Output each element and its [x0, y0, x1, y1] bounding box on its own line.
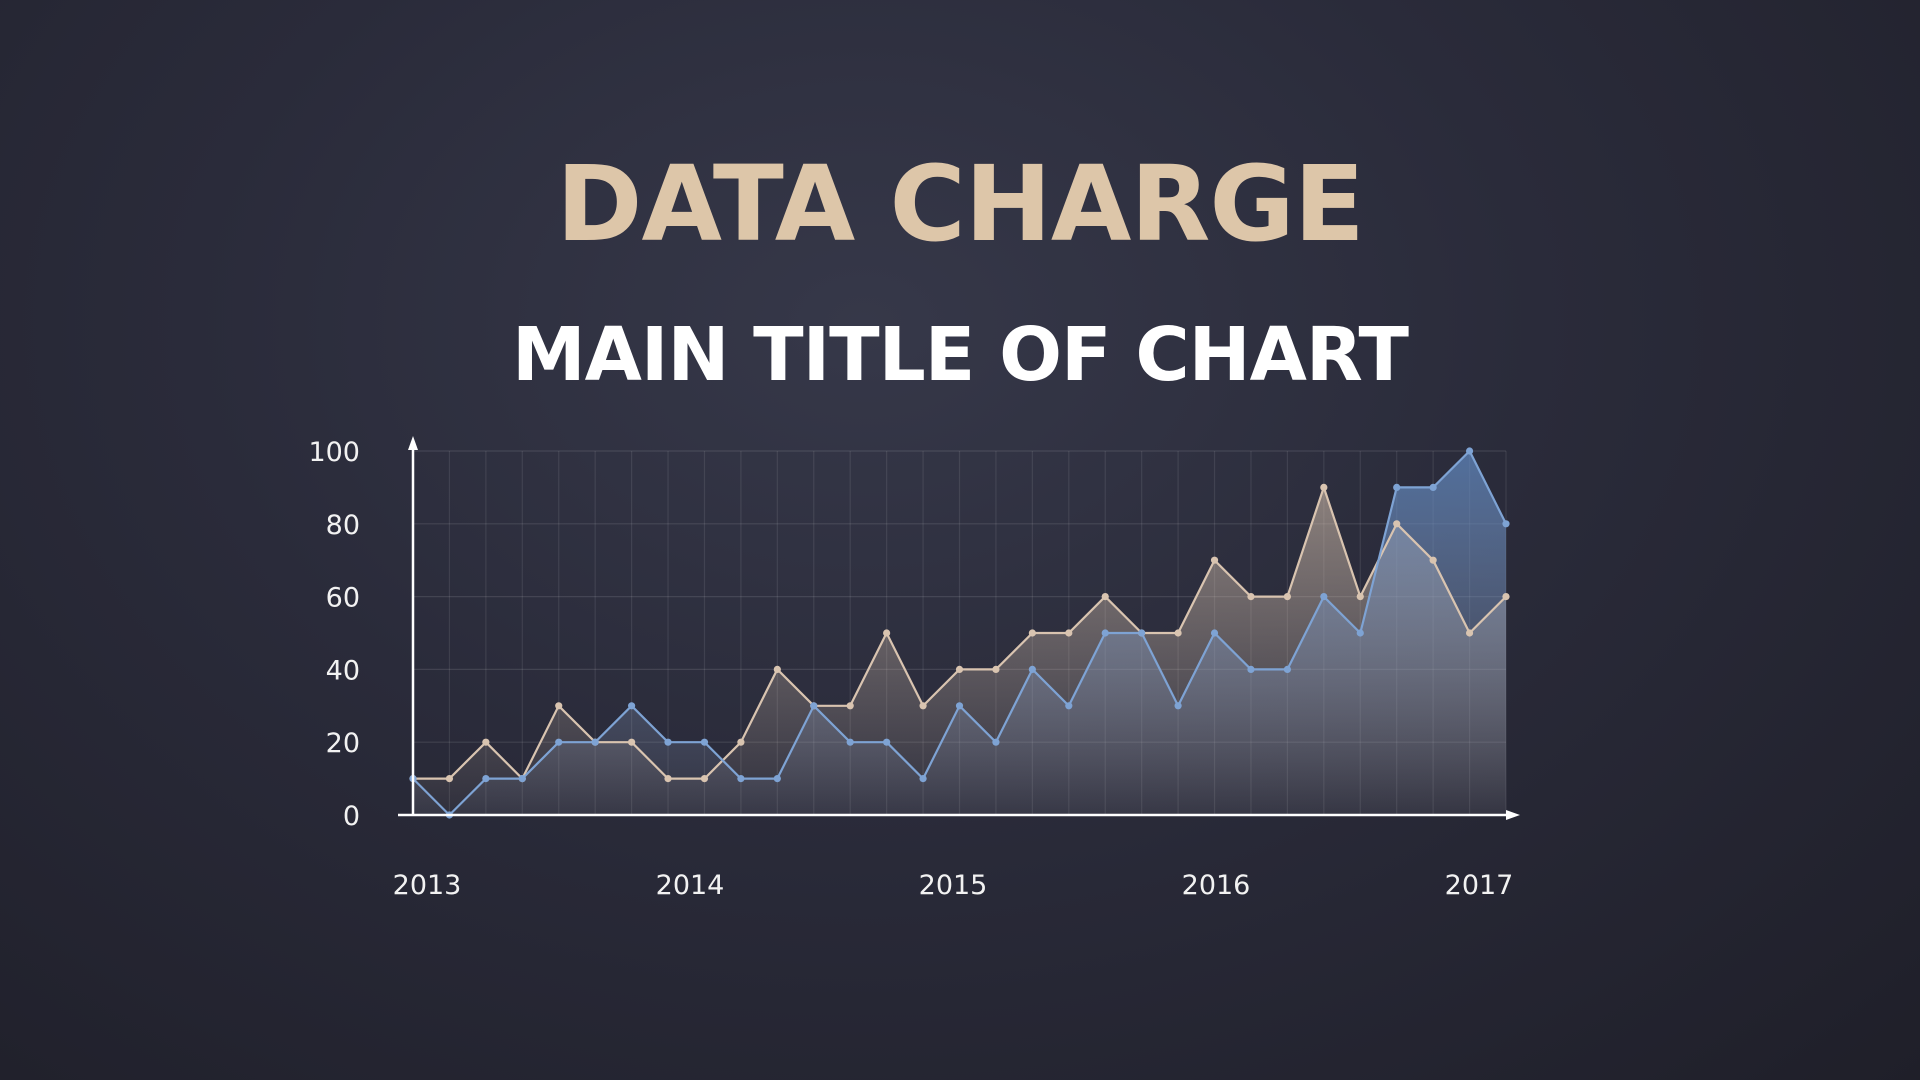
data-point-s1-4: [555, 702, 563, 710]
data-point-s1-28: [1429, 556, 1437, 564]
data-point-s2-6: [628, 702, 636, 710]
data-point-s2-29: [1465, 447, 1474, 455]
y-tick-label: 40: [326, 655, 360, 686]
data-point-s2-14: [919, 775, 927, 783]
data-point-s2-19: [1101, 629, 1109, 637]
data-point-s2-12: [846, 738, 854, 746]
data-point-s1-29: [1465, 629, 1474, 637]
data-point-s1-19: [1101, 593, 1109, 601]
series-areas: [413, 451, 1506, 815]
data-point-s2-28: [1429, 483, 1437, 491]
x-tick-label: 2015: [919, 870, 988, 901]
x-tick-labels: 2013 2014 2015 2016 2017: [393, 870, 1514, 901]
data-point-s2-24: [1283, 665, 1291, 674]
y-tick-label: 100: [308, 437, 360, 468]
data-point-s1-24: [1283, 593, 1291, 601]
data-point-s2-16: [992, 738, 1000, 746]
data-point-s1-17: [1028, 629, 1036, 637]
data-point-s2-20: [1138, 629, 1146, 637]
data-point-s2-2: [482, 775, 490, 783]
data-point-s1-27: [1393, 520, 1401, 528]
data-point-s2-3: [518, 775, 526, 783]
y-tick-label: 0: [343, 801, 360, 832]
data-point-s2-5: [591, 738, 599, 746]
y-tick-label: 20: [326, 728, 360, 759]
x-axis-arrow-icon: [1506, 810, 1520, 820]
x-tick-label: 2016: [1182, 870, 1251, 901]
data-point-s2-10: [773, 775, 781, 783]
data-point-s2-21: [1174, 702, 1182, 710]
data-point-s1-23: [1247, 593, 1255, 601]
axes: [398, 436, 1520, 820]
data-point-s1-13: [883, 629, 891, 637]
x-tick-label: 2013: [393, 870, 462, 901]
data-point-s1-6: [628, 738, 636, 746]
data-point-s2-11: [810, 702, 818, 710]
data-point-s2-15: [955, 702, 964, 710]
data-point-s2-25: [1320, 593, 1328, 601]
data-point-s1-1: [445, 775, 454, 783]
data-point-s1-10: [773, 665, 781, 674]
x-tick-label: 2017: [1445, 870, 1514, 901]
data-point-s1-21: [1174, 629, 1182, 637]
x-tick-label: 2014: [656, 870, 725, 901]
data-point-s1-18: [1065, 629, 1073, 637]
chart-title: MAIN TITLE OF CHART: [512, 312, 1409, 398]
series-area-2: [413, 451, 1506, 815]
page-title: DATA CHARGE: [556, 143, 1365, 265]
data-point-s2-8: [700, 738, 709, 746]
data-point-s1-8: [700, 775, 709, 783]
data-point-s2-23: [1247, 665, 1255, 674]
data-point-s2-13: [883, 738, 891, 746]
series-points: [409, 447, 1510, 819]
data-point-s2-18: [1065, 702, 1073, 710]
y-tick-label: 60: [326, 583, 360, 614]
data-point-s1-12: [846, 702, 854, 710]
data-point-s1-26: [1356, 593, 1364, 601]
data-point-s1-9: [737, 738, 745, 746]
y-tick-labels: 0 20 40 60 80 100: [308, 437, 360, 832]
data-point-s1-16: [992, 665, 1000, 674]
data-point-s1-2: [482, 738, 490, 746]
data-point-s1-7: [664, 775, 672, 783]
data-point-s2-27: [1393, 483, 1401, 491]
data-point-s2-9: [737, 775, 745, 783]
data-point-s2-30: [1502, 520, 1510, 528]
data-point-s1-25: [1320, 483, 1328, 491]
data-point-s2-4: [555, 738, 563, 746]
data-point-s2-7: [664, 738, 672, 746]
y-axis-arrow-icon: [408, 436, 418, 450]
data-point-s1-22: [1210, 556, 1219, 564]
data-point-s1-30: [1502, 593, 1510, 601]
y-tick-label: 80: [326, 510, 360, 541]
data-point-s2-22: [1210, 629, 1219, 637]
data-point-s1-14: [919, 702, 927, 710]
data-point-s2-26: [1356, 629, 1364, 637]
data-point-s2-17: [1028, 665, 1036, 674]
data-point-s1-15: [955, 665, 964, 674]
